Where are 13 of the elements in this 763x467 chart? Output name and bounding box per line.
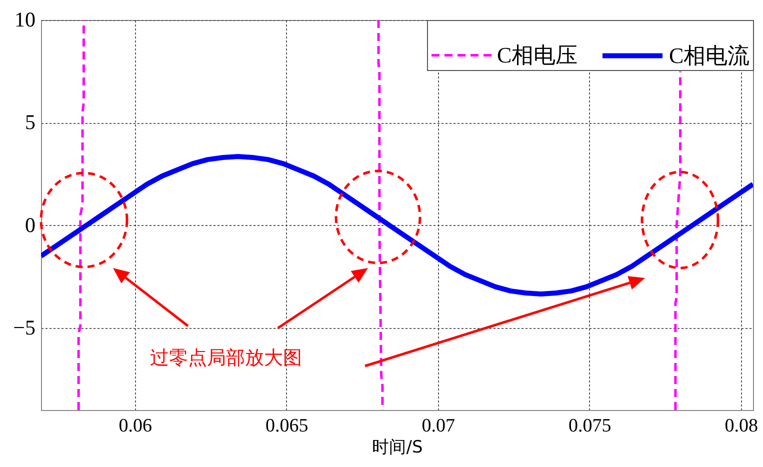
x-tick-label: 0.08 <box>724 416 758 436</box>
y-tick-label: −5 <box>13 315 36 340</box>
y-tick-label: 10 <box>14 8 36 32</box>
x-axis-title: 时间/S <box>372 438 423 458</box>
x-tick-label: 0.07 <box>422 416 456 436</box>
x-tick-label: 0.075 <box>568 416 612 436</box>
legend-label: C相电压 <box>497 42 578 68</box>
legend-label: C相电流 <box>669 42 750 68</box>
y-tick-label: 0 <box>25 212 36 237</box>
x-tick-label: 0.06 <box>118 416 152 436</box>
y-tick-label: 5 <box>25 110 36 134</box>
x-tick-label: 0.065 <box>266 416 308 436</box>
annotation: 过零点局部放大图 <box>150 346 302 371</box>
